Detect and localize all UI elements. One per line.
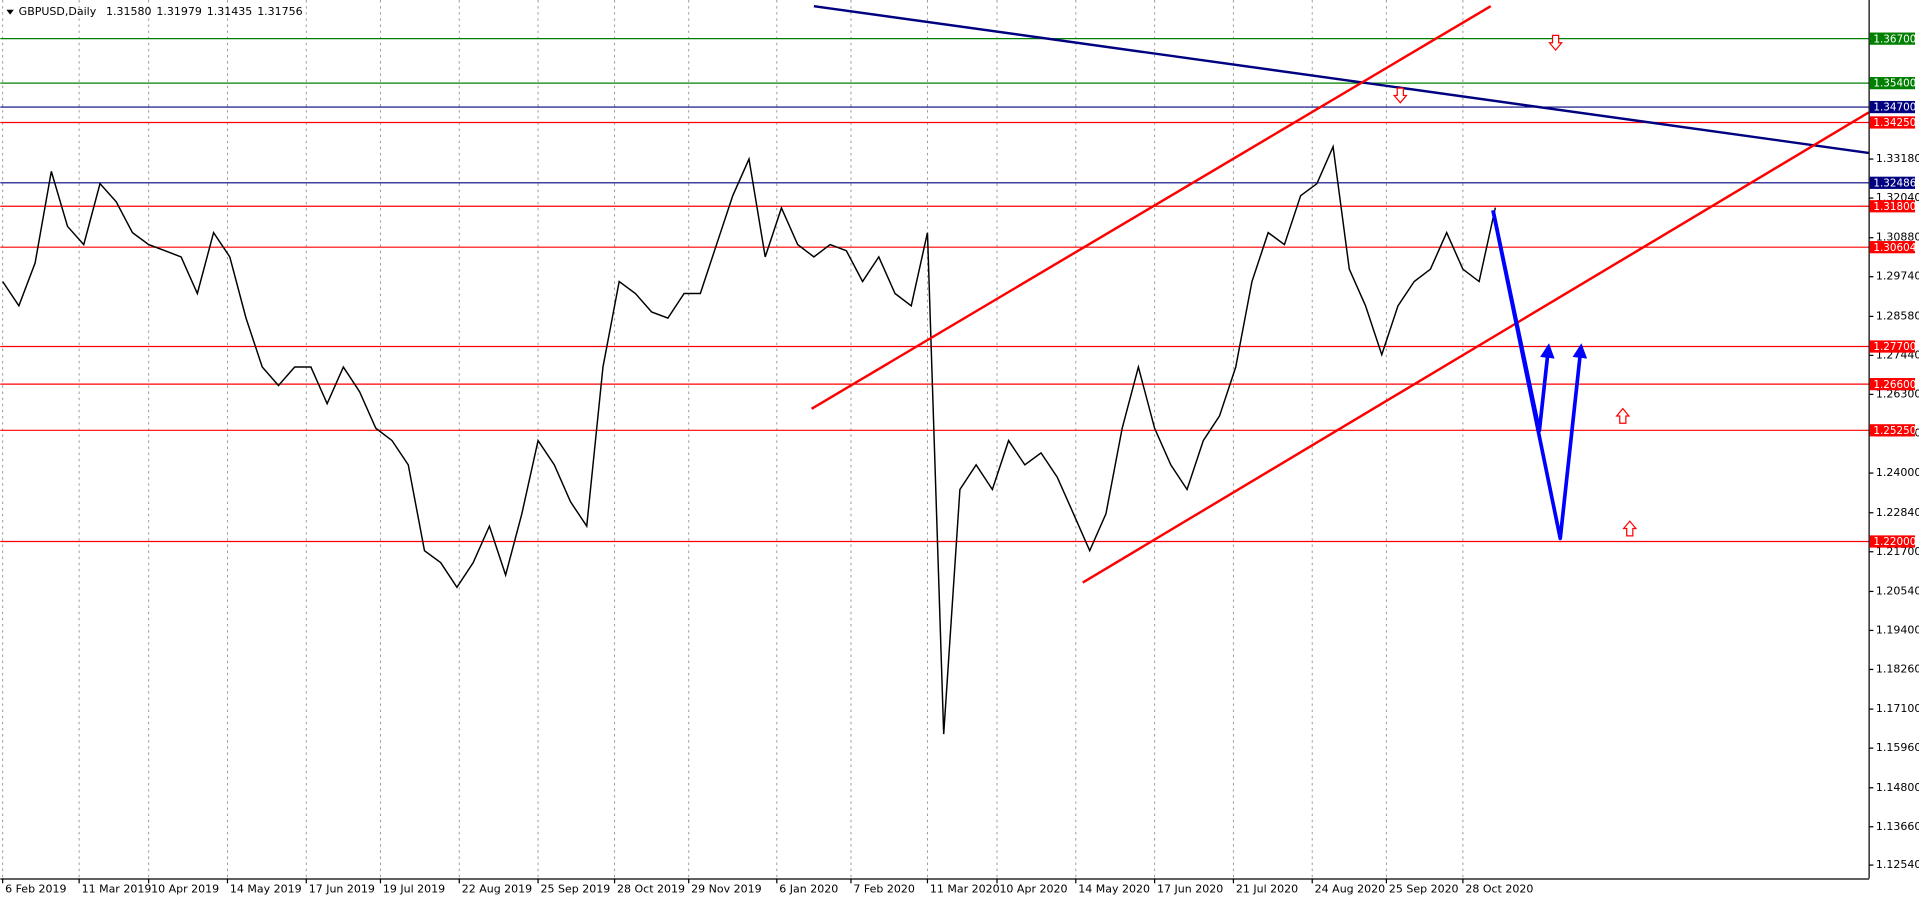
- symbol: GBPUSD,Daily: [19, 5, 97, 18]
- level-label: 1.35400: [1873, 78, 1916, 90]
- y-tick-label: 1.12540: [1876, 858, 1919, 871]
- x-tick-label: 7 Feb 2020: [853, 882, 914, 895]
- x-tick-label: 22 Aug 2019: [462, 882, 532, 895]
- signal-arrow: [1615, 407, 1631, 424]
- x-tick-label: 11 Mar 2019: [82, 882, 152, 895]
- y-tick-label: 1.17100: [1876, 702, 1919, 715]
- y-tick-label: 1.28580: [1876, 309, 1919, 322]
- trend-line: [813, 4, 1869, 155]
- price: 1.31580: [106, 5, 152, 18]
- level-label: 1.31800: [1873, 201, 1916, 213]
- x-tick-label: 28 Oct 2020: [1465, 882, 1533, 895]
- x-tick-label: 21 Jul 2020: [1236, 882, 1298, 895]
- y-tick-label: 1.30880: [1876, 231, 1919, 244]
- level-label-box: [1869, 535, 1916, 548]
- x-tick-label: 6 Feb 2019: [5, 882, 66, 895]
- signal-arrow: [1622, 520, 1638, 537]
- level-label-box: [1869, 176, 1916, 189]
- x-tick-label: 6 Jan 2020: [779, 882, 838, 895]
- x-tick-label: 29 Nov 2019: [691, 882, 761, 895]
- x-tick-label: 19 Jul 2019: [383, 882, 445, 895]
- trend-line: [1082, 111, 1870, 584]
- signal-arrow: [1548, 34, 1564, 52]
- y-tick-label: 1.18260: [1876, 662, 1919, 675]
- x-tick-label: 11 Mar 2020: [930, 882, 1000, 895]
- x-tick-label: 14 May 2019: [230, 882, 302, 895]
- level-label-box: [1869, 77, 1916, 90]
- level-label: 1.27700: [1873, 341, 1916, 353]
- level-label-box: [1869, 100, 1916, 114]
- level-label: 1.22000: [1873, 536, 1916, 548]
- level-label: 1.26600: [1873, 379, 1916, 391]
- chart-header: GBPUSD,Daily 1.31580 1.31979 1.31435 1.31756: [19, 5, 303, 18]
- price-line: [2, 144, 1497, 735]
- price: 1.31979: [156, 5, 202, 18]
- x-tick-label: 25 Sep 2020: [1389, 882, 1459, 895]
- level-label-box: [1869, 340, 1916, 353]
- y-tick-label: 1.21700: [1876, 545, 1919, 558]
- x-tick-label: 14 May 2020: [1078, 882, 1150, 895]
- price: 1.31756: [257, 5, 303, 18]
- y-tick-label: 1.14800: [1876, 781, 1919, 794]
- level-label: 1.25250: [1873, 425, 1916, 437]
- x-tick-label: 28 Oct 2019: [617, 882, 685, 895]
- level-label: 1.34700: [1873, 102, 1916, 114]
- y-tick-label: 1.19400: [1876, 623, 1919, 636]
- y-tick-label: 1.26300: [1876, 387, 1919, 400]
- level-label: 1.32486: [1873, 177, 1916, 189]
- x-tick-label: 10 Apr 2020: [999, 882, 1067, 895]
- level-label-box: [1869, 32, 1916, 45]
- x-tick-label: 10 Apr 2019: [151, 882, 219, 895]
- price: 1.31435: [207, 5, 252, 18]
- level-label-box: [1869, 241, 1916, 254]
- y-tick-label: 1.15960: [1876, 741, 1919, 754]
- level-label-box: [1869, 378, 1916, 391]
- x-tick-label: 24 Aug 2020: [1315, 882, 1385, 895]
- x-tick-label: 17 Jun 2019: [309, 882, 375, 895]
- level-label-box: [1869, 116, 1916, 129]
- y-tick-label: 1.20540: [1876, 584, 1919, 597]
- level-label-box: [1869, 200, 1916, 213]
- y-tick-label: 1.33180: [1876, 152, 1919, 165]
- x-tick-label: 17 Jun 2020: [1157, 882, 1223, 895]
- projection-path: [1491, 210, 1588, 541]
- y-tick-label: 1.13660: [1876, 820, 1919, 833]
- y-tick-label: 1.29740: [1876, 270, 1919, 283]
- header-icon: [6, 9, 14, 15]
- level-label: 1.30604: [1873, 242, 1916, 254]
- x-tick-label: 25 Sep 2019: [541, 882, 611, 895]
- level-label: 1.36700: [1873, 33, 1916, 45]
- y-tick-label: 1.24000: [1876, 466, 1919, 479]
- y-tick-label: 1.22840: [1876, 506, 1919, 519]
- level-label-box: [1869, 424, 1916, 437]
- signal-arrow: [1392, 87, 1408, 104]
- trend-line: [810, 5, 1492, 410]
- level-label: 1.34250: [1873, 117, 1916, 129]
